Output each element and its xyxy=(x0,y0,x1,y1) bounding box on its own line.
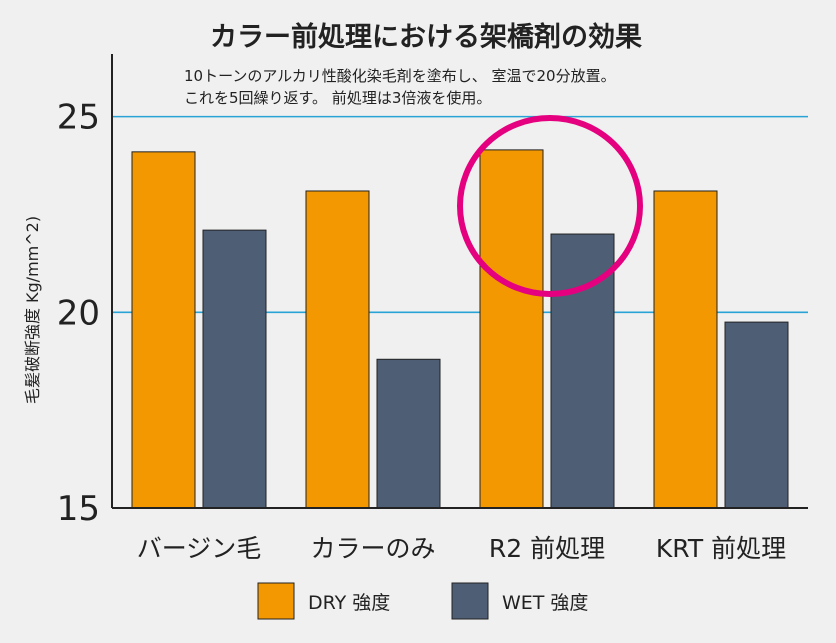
y-tick-label-20: 20 xyxy=(57,293,100,333)
y-tick-labels: 15 20 25 xyxy=(57,98,100,529)
x-tick-labels: バージン毛 カラーのみ R2 前処理 KRT 前処理 xyxy=(137,534,786,563)
legend-label-wet: WET 強度 xyxy=(502,592,588,614)
chart-title: カラー前処理における架橋剤の効果 xyxy=(210,21,642,53)
legend: DRY 強度 WET 強度 xyxy=(257,582,588,620)
x-tick-label-1: カラーのみ xyxy=(310,534,435,563)
bar-dry-0 xyxy=(131,151,196,509)
annotation-line-2: これを5回繰り返す。 前処理は3倍液を使用。 xyxy=(184,89,491,107)
bar-wet-3 xyxy=(724,321,789,509)
y-tick-label-15: 15 xyxy=(57,489,100,529)
bar-wet-1 xyxy=(376,358,441,509)
x-tick-label-2: R2 前処理 xyxy=(489,534,605,563)
highlight-circle-group xyxy=(457,115,643,297)
y-axis-label: 毛髪破断強度 Kg/mm^2) xyxy=(23,216,42,404)
legend-swatch-dry xyxy=(257,582,295,620)
bar-dry-1 xyxy=(305,190,370,509)
y-tick-label-25: 25 xyxy=(57,98,100,138)
bar-dry-3 xyxy=(653,190,718,509)
highlight-circle xyxy=(457,115,643,297)
bar-wet-0 xyxy=(202,229,267,509)
x-tick-label-0: バージン毛 xyxy=(137,534,262,563)
annotation-line-1: 10トーンのアルカリ性酸化染毛剤を塗布し、 室温で20分放置。 xyxy=(184,67,616,85)
x-tick-label-3: KRT 前処理 xyxy=(656,534,786,563)
legend-swatch-wet xyxy=(451,582,489,620)
bar-dry-2 xyxy=(479,149,544,509)
legend-label-dry: DRY 強度 xyxy=(308,592,390,614)
